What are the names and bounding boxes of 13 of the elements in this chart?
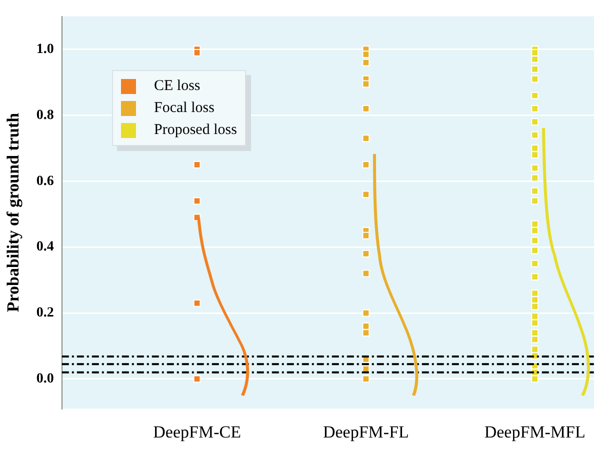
- y-tick-label: 0.6: [36, 174, 54, 189]
- x-tick-label: DeepFM-FL: [322, 422, 409, 442]
- legend-label: CE loss: [154, 77, 200, 96]
- y-tick-label: 0.2: [36, 306, 54, 321]
- x-tick-label: DeepFM-CE: [153, 422, 241, 442]
- y-axis-title: Probability of ground truth: [4, 112, 23, 312]
- y-tick-label: 0.8: [36, 108, 54, 123]
- legend-label: Proposed loss: [154, 121, 237, 140]
- legend-label: Focal loss: [154, 99, 214, 118]
- y-tick-label: 0.0: [36, 372, 54, 387]
- x-tick-label: DeepFM-MFL: [484, 422, 586, 442]
- y-tick-label: 1.0: [36, 42, 54, 57]
- y-tick-label: 0.4: [36, 240, 54, 255]
